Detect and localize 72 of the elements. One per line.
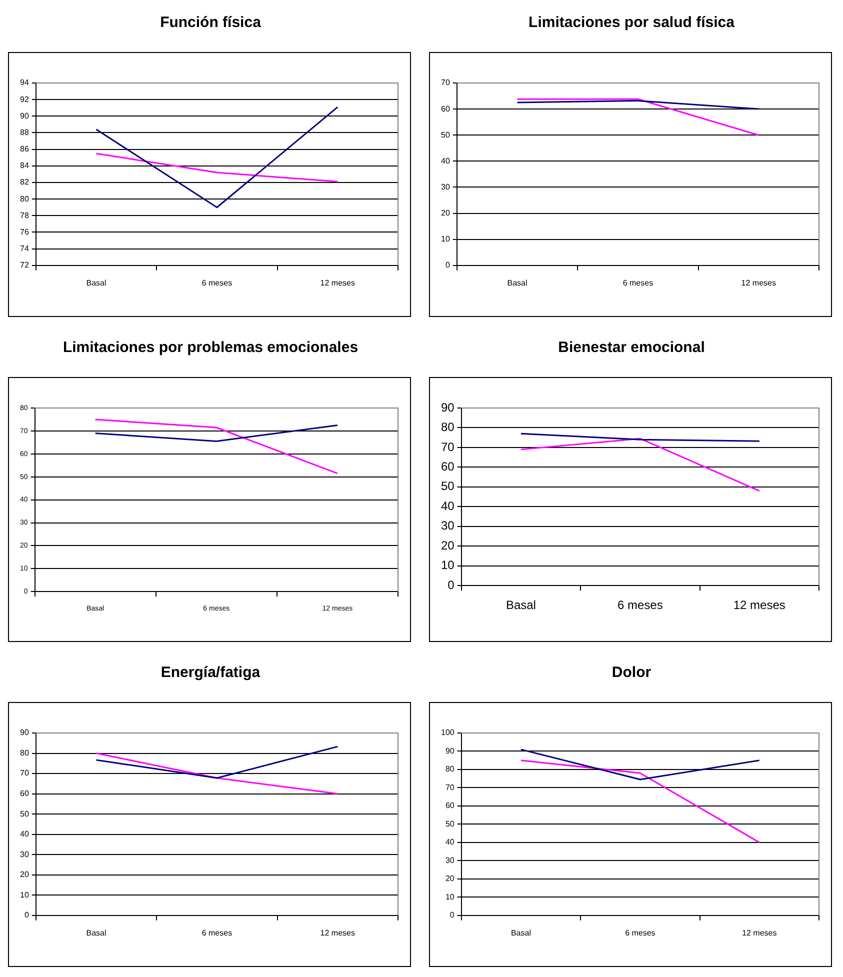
y-tick-label: 80 (440, 420, 455, 434)
y-tick-label: 90 (20, 111, 30, 120)
y-tick-label: 20 (440, 208, 450, 218)
y-tick-label: 50 (440, 130, 450, 140)
y-tick-label: 30 (20, 850, 30, 859)
y-tick-label: 60 (440, 460, 455, 474)
chart-title: Bienestar emocional (557, 339, 706, 356)
y-tick-label: 72 (20, 260, 30, 270)
y-tick-label: 30 (440, 518, 455, 533)
x-tick-label: 6 meses (617, 598, 663, 612)
x-tick-label: Basal (507, 278, 528, 288)
x-tick-label: 6 meses (622, 278, 654, 288)
x-tick-label: 12 meses (742, 928, 777, 938)
chart-title: Dolor (610, 664, 652, 681)
y-tick-label: 20 (20, 870, 30, 880)
chart-title: Función física (159, 14, 262, 31)
y-tick-label: 70 (440, 440, 455, 454)
y-tick-label: 40 (440, 498, 455, 513)
y-tick-label: 92 (20, 94, 30, 104)
x-tick-label: 6 meses (202, 928, 232, 938)
x-tick-label: Basal (506, 598, 536, 612)
y-tick-label: 60 (445, 801, 455, 810)
y-tick-label: 10 (20, 890, 30, 900)
y-tick-label: 70 (20, 768, 30, 778)
y-tick-label: 50 (445, 819, 455, 828)
y-tick-label: 50 (440, 479, 455, 494)
y-tick-label: 40 (440, 156, 450, 166)
y-tick-label: 40 (20, 830, 30, 839)
y-tick-label: 60 (440, 104, 450, 114)
y-tick-label: 10 (440, 558, 455, 572)
y-tick-label: 0 (448, 578, 455, 592)
y-tick-label: 50 (20, 809, 30, 818)
y-tick-label: 10 (445, 892, 455, 902)
x-tick-label: 12 meses (320, 928, 355, 938)
x-tick-label: 12 meses (320, 278, 355, 288)
x-tick-label: 12 meses (741, 278, 776, 288)
y-tick-label: 20 (440, 538, 455, 552)
y-tick-label: 84 (20, 161, 30, 170)
y-tick-label: 0 (24, 910, 30, 920)
chart-title: Energía/fatiga (160, 664, 262, 681)
y-tick-label: 88 (20, 128, 30, 137)
y-tick-label: 0 (450, 910, 455, 920)
y-tick-label: 70 (445, 782, 455, 792)
y-tick-label: 86 (20, 144, 30, 154)
y-tick-label: 90 (440, 400, 455, 414)
y-tick-label: 70 (440, 78, 450, 88)
y-tick-label: 30 (445, 856, 455, 865)
y-tick-label: 100 (440, 728, 455, 738)
x-tick-label: Basal (86, 928, 106, 938)
y-tick-label: 80 (20, 194, 30, 204)
y-tick-label: 60 (20, 789, 30, 798)
x-tick-label: 6 meses (625, 928, 656, 938)
y-tick-label: 90 (20, 728, 30, 738)
chart-title: Limitaciones por salud física (528, 14, 736, 31)
y-tick-label: 80 (445, 764, 455, 774)
y-tick-label: 90 (445, 746, 455, 756)
y-tick-label: 76 (20, 227, 30, 236)
x-tick-label: Basal (510, 928, 532, 938)
y-tick-label: 74 (20, 244, 30, 254)
y-tick-label: 78 (20, 210, 30, 220)
y-tick-label: 80 (20, 748, 30, 758)
y-tick-label: 82 (20, 178, 30, 187)
x-tick-label: 6 meses (202, 278, 232, 288)
y-tick-label: 30 (440, 182, 450, 192)
chart-title: Limitaciones por problemas emocionales (62, 339, 360, 356)
y-tick-label: 0 (445, 260, 450, 270)
y-tick-label: 20 (445, 874, 455, 884)
y-tick-label: 10 (440, 234, 450, 244)
x-tick-label: 12 meses (733, 598, 786, 612)
y-tick-label: 40 (445, 838, 455, 847)
y-tick-label: 94 (20, 78, 30, 88)
x-tick-label: Basal (86, 278, 106, 288)
